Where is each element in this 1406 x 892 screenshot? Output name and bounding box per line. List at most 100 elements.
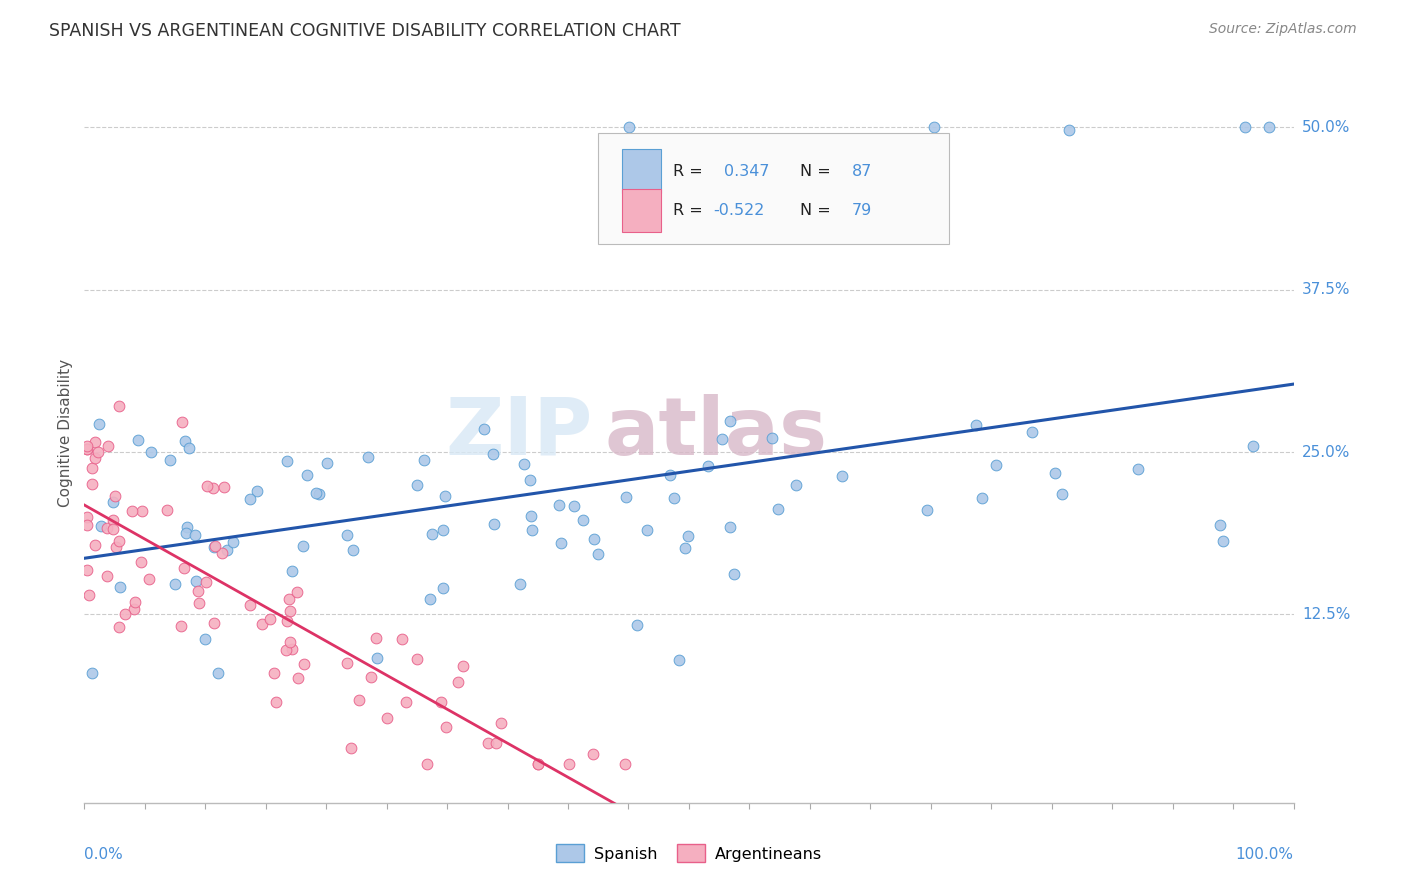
Point [202,481,225,495]
Point [1126,462,1149,476]
Point [114,607,136,621]
Point [124,601,146,615]
Point [76,442,98,457]
Point [970,491,993,505]
Point [105,541,128,555]
Point [520,509,543,524]
Point [723,567,745,582]
Point [285,584,308,599]
Point [673,541,696,555]
Point [246,484,269,499]
Point [915,503,938,517]
Point [165,576,187,591]
FancyBboxPatch shape [623,150,661,193]
Point [222,535,245,549]
Point [676,529,699,543]
Point [562,499,585,513]
Point [342,542,364,557]
Point [831,469,853,483]
Point [477,736,499,750]
Point [922,120,945,135]
Point [104,489,127,503]
Point [97,439,120,453]
Point [485,736,508,750]
Point [138,572,160,586]
Point [513,457,536,471]
Point [83,450,105,465]
Text: SPANISH VS ARGENTINEAN COGNITIVE DISABILITY CORRELATION CHART: SPANISH VS ARGENTINEAN COGNITIVE DISABIL… [49,22,681,40]
Point [187,583,209,598]
Point [626,618,648,632]
Point [526,756,548,771]
Point [76,518,98,533]
Point [87,417,110,431]
Point [582,747,605,761]
Point [965,417,987,432]
Legend: Spanish, Argentineans: Spanish, Argentineans [550,838,828,869]
Point [340,740,363,755]
Point [278,635,301,649]
Point [83,538,105,552]
Point [1258,120,1281,135]
Point [1233,120,1256,135]
FancyBboxPatch shape [599,133,949,244]
Point [1209,517,1232,532]
Point [131,504,153,518]
Text: R =: R = [673,203,709,218]
Point [121,504,143,518]
Point [347,693,370,707]
Point [204,539,226,553]
Point [718,520,741,534]
Point [173,560,195,574]
Point [202,615,225,630]
Point [77,588,100,602]
Point [80,665,103,680]
Point [420,527,443,541]
Point [357,450,380,464]
Point [718,414,741,428]
Point [76,509,98,524]
Point [519,474,541,488]
Point [406,478,429,492]
Point [432,581,454,595]
Point [662,491,685,505]
Point [520,523,543,537]
Text: 79: 79 [852,203,873,218]
Point [263,666,285,681]
Text: N =: N = [800,164,837,178]
Point [184,574,207,589]
Point [195,479,218,493]
Point [170,619,193,633]
Point [1050,486,1073,500]
Point [173,434,195,448]
Point [434,720,457,734]
Point [315,456,337,470]
Point [96,521,118,535]
Point [527,756,550,771]
Point [1057,122,1080,136]
Point [1043,466,1066,480]
Point [108,399,131,413]
Point [211,546,233,560]
Text: R =: R = [673,164,709,178]
Point [174,526,197,541]
Point [101,522,124,536]
Point [259,612,281,626]
Point [170,415,193,429]
Point [761,431,783,445]
Point [280,641,302,656]
Point [239,599,262,613]
Y-axis label: Cognitive Disability: Cognitive Disability [58,359,73,507]
Point [139,445,162,459]
Point [291,539,314,553]
Point [785,478,807,492]
Point [413,453,436,467]
Point [108,580,131,594]
Point [207,665,229,680]
Text: 37.5%: 37.5% [1302,282,1350,297]
Point [124,595,146,609]
Text: 87: 87 [852,164,873,178]
Point [509,577,531,591]
Point [250,617,273,632]
Text: N =: N = [800,203,837,218]
